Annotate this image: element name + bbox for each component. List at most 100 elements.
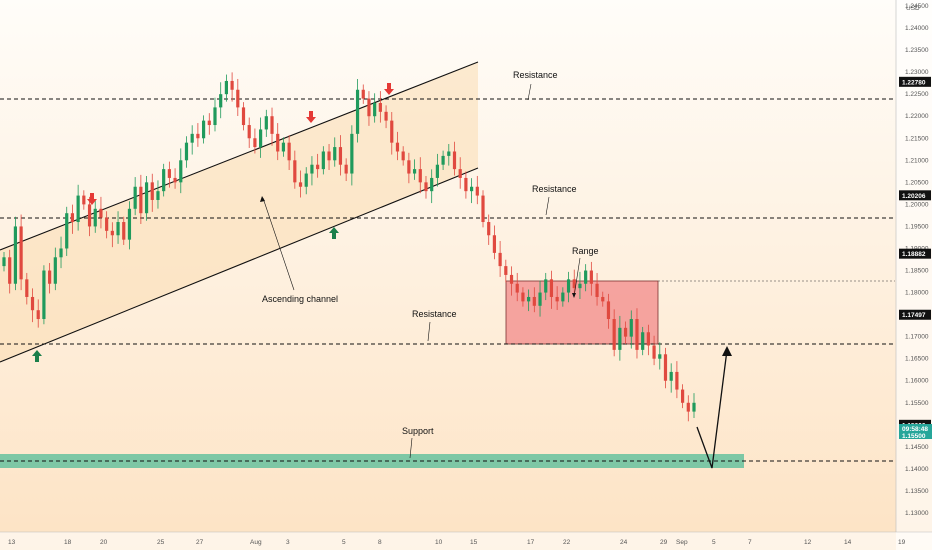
candle-body[interactable]	[173, 177, 177, 183]
candle-body[interactable]	[76, 195, 80, 223]
candle-body[interactable]	[452, 151, 457, 170]
candle-body[interactable]	[407, 160, 411, 174]
candle-body[interactable]	[344, 164, 348, 174]
candle-body[interactable]	[156, 191, 160, 200]
candle-body[interactable]	[470, 186, 474, 192]
candle-body[interactable]	[401, 151, 405, 161]
candle-body[interactable]	[241, 107, 246, 126]
candle-body[interactable]	[184, 142, 189, 161]
candle-body[interactable]	[310, 164, 314, 174]
candle-body[interactable]	[65, 213, 69, 249]
candle-body[interactable]	[532, 296, 536, 306]
candle-body[interactable]	[566, 279, 571, 293]
candle-body[interactable]	[680, 389, 685, 403]
candle-body[interactable]	[424, 182, 428, 192]
candle-body[interactable]	[481, 195, 485, 223]
candle-body[interactable]	[270, 116, 274, 134]
candle-body[interactable]	[521, 292, 525, 302]
candle-body[interactable]	[116, 222, 120, 236]
candle-body[interactable]	[487, 222, 491, 236]
candle-body[interactable]	[498, 252, 502, 267]
candle-body[interactable]	[515, 283, 519, 293]
candle-body[interactable]	[167, 169, 171, 178]
candle-body[interactable]	[367, 98, 371, 117]
candle-body[interactable]	[144, 182, 149, 214]
candle-body[interactable]	[162, 169, 166, 192]
candle-body[interactable]	[259, 129, 263, 148]
candle-body[interactable]	[190, 133, 194, 143]
candle-body[interactable]	[504, 266, 508, 275]
projection-path[interactable]	[696, 349, 728, 469]
candle-body[interactable]	[658, 354, 662, 359]
candle-body[interactable]	[133, 186, 137, 209]
candle-body[interactable]	[623, 327, 628, 337]
candle-body[interactable]	[509, 274, 514, 284]
candle-body[interactable]	[36, 310, 40, 320]
candle-body[interactable]	[378, 102, 382, 112]
candle-body[interactable]	[601, 296, 605, 302]
candle-body[interactable]	[110, 230, 114, 236]
candle-body[interactable]	[629, 319, 633, 337]
candle-body[interactable]	[150, 182, 154, 200]
candle-body[interactable]	[253, 138, 257, 148]
candle-body[interactable]	[264, 116, 268, 130]
candle-body[interactable]	[25, 279, 29, 297]
candle-body[interactable]	[179, 160, 183, 183]
candle-body[interactable]	[127, 208, 132, 240]
candle-body[interactable]	[458, 169, 462, 178]
candle-body[interactable]	[355, 89, 360, 134]
candle-body[interactable]	[606, 301, 611, 320]
candle-body[interactable]	[652, 345, 656, 359]
candle-body[interactable]	[412, 169, 417, 174]
candle-body[interactable]	[373, 102, 377, 117]
candle-body[interactable]	[42, 270, 46, 320]
candle-body[interactable]	[321, 151, 325, 170]
candle-body[interactable]	[527, 296, 531, 302]
candle-body[interactable]	[327, 151, 331, 161]
candle-body[interactable]	[618, 327, 622, 350]
candle-body[interactable]	[663, 354, 668, 381]
candle-body[interactable]	[692, 402, 696, 412]
candle-body[interactable]	[390, 120, 394, 143]
candle-body[interactable]	[549, 279, 554, 297]
candle-body[interactable]	[686, 402, 690, 412]
candle-body[interactable]	[589, 270, 593, 284]
candle-body[interactable]	[538, 292, 542, 306]
candle-body[interactable]	[224, 80, 228, 95]
candle-body[interactable]	[384, 111, 388, 121]
candle-body[interactable]	[464, 177, 468, 192]
price-axis-panel[interactable]	[896, 0, 932, 550]
candle-body[interactable]	[99, 208, 103, 218]
candle-body[interactable]	[447, 151, 451, 156]
candle-body[interactable]	[595, 283, 599, 297]
candle-body[interactable]	[8, 257, 12, 284]
candle-body[interactable]	[304, 173, 308, 187]
candle-body[interactable]	[435, 164, 439, 178]
candle-body[interactable]	[430, 177, 434, 192]
candle-body[interactable]	[59, 248, 63, 258]
candle-body[interactable]	[333, 147, 337, 161]
candle-body[interactable]	[350, 133, 354, 174]
candle-body[interactable]	[201, 120, 206, 139]
candle-body[interactable]	[418, 169, 422, 183]
candle-body[interactable]	[316, 164, 320, 170]
time-axis-panel[interactable]	[0, 532, 932, 550]
candle-body[interactable]	[293, 160, 297, 183]
candle-body[interactable]	[207, 120, 211, 126]
candle-body[interactable]	[196, 133, 200, 139]
candle-body[interactable]	[475, 186, 479, 196]
candle-body[interactable]	[572, 279, 576, 289]
candle-body[interactable]	[87, 204, 92, 227]
candle-body[interactable]	[93, 208, 97, 227]
candle-body[interactable]	[555, 296, 559, 302]
candle-body[interactable]	[646, 332, 650, 346]
candle-body[interactable]	[281, 142, 286, 152]
candle-body[interactable]	[48, 270, 52, 284]
candle-body[interactable]	[236, 89, 240, 108]
candle-body[interactable]	[219, 94, 223, 108]
candle-body[interactable]	[492, 235, 497, 253]
candle-body[interactable]	[30, 296, 35, 311]
candle-body[interactable]	[584, 270, 588, 284]
candle-body[interactable]	[122, 222, 126, 240]
candle-body[interactable]	[441, 155, 445, 165]
